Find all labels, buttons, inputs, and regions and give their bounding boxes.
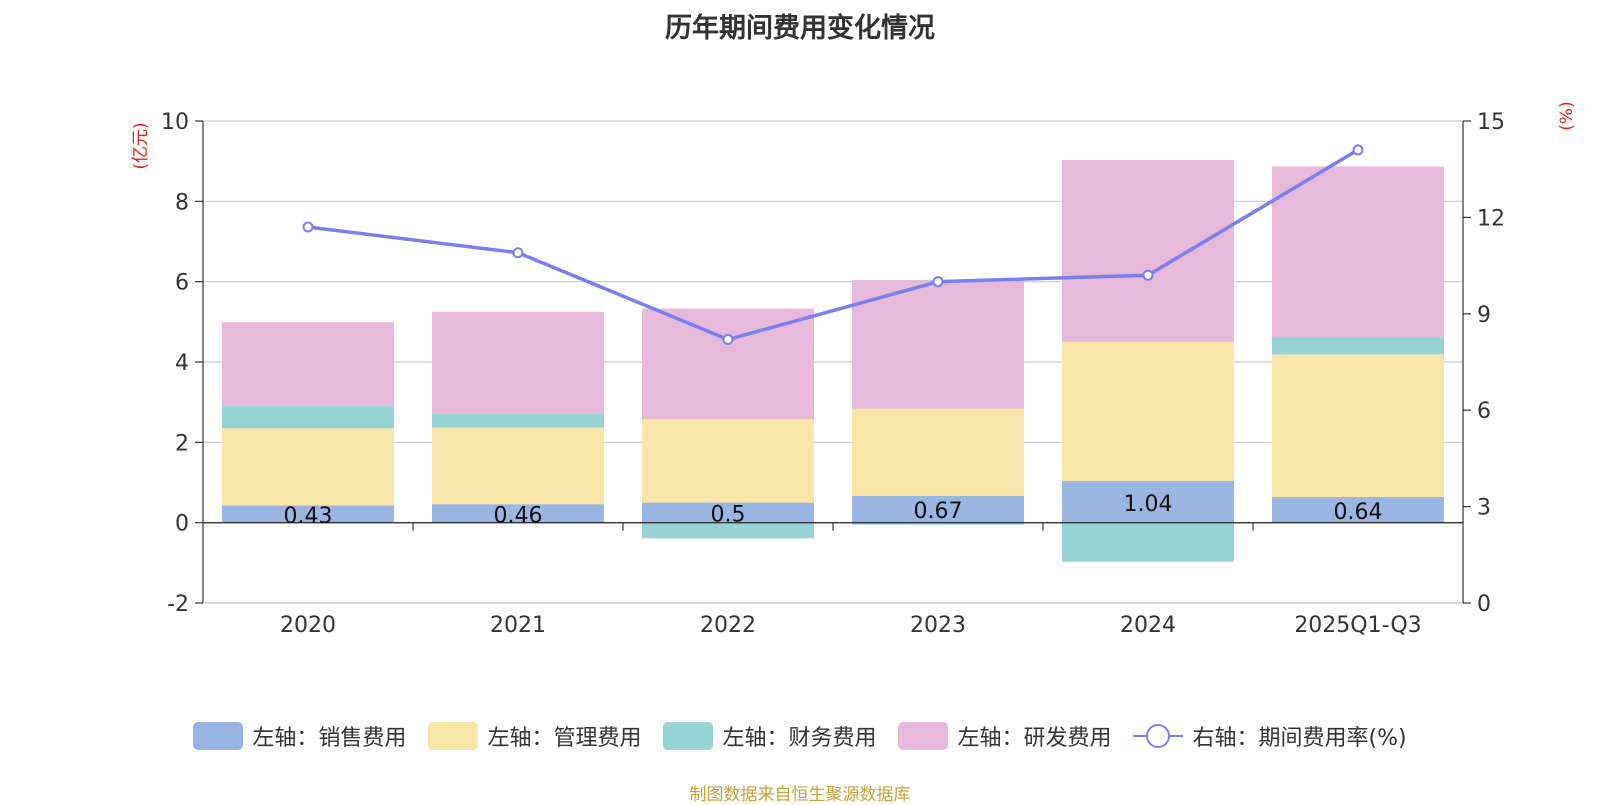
- data-label-sales-4: 1.04: [1124, 492, 1173, 517]
- bar-4-3: [852, 280, 1024, 409]
- bar-3-4: [1062, 522, 1234, 562]
- left-axis-tick-label-3: 4: [175, 351, 189, 376]
- bar-2-1: [432, 427, 604, 505]
- right-axis-tick-label-3: 9: [1477, 303, 1491, 328]
- legend-item-admin[interactable]: 左轴：管理费用: [428, 720, 641, 752]
- line-point-4: [1142, 269, 1154, 281]
- x-axis-label-1: 2021: [490, 613, 546, 638]
- legend-label-finance: 左轴：财务费用: [722, 726, 877, 751]
- bar-3-5: [1272, 337, 1444, 355]
- data-label-sales-1: 0.46: [494, 503, 543, 528]
- bar-2-2: [642, 419, 814, 503]
- line-point-2: [722, 334, 734, 346]
- right-axis-tick-label-5: 15: [1477, 110, 1505, 135]
- legend-swatch-finance: [663, 722, 714, 750]
- right-axis-tick-label-0: 0: [1477, 592, 1491, 617]
- line-point-0: [302, 221, 314, 233]
- legend-swatch-sales: [193, 722, 244, 750]
- bar-4-2: [642, 308, 814, 420]
- bar-4-5: [1272, 166, 1444, 338]
- bar-1-0: [222, 505, 394, 523]
- legend-item-expense-ratio[interactable]: 右轴：期间费用率(%): [1133, 720, 1407, 752]
- x-axis-label-5: 2025Q1-Q3: [1294, 613, 1421, 638]
- data-label-sales-0: 0.43: [284, 504, 333, 529]
- bar-1-4: [1062, 480, 1234, 523]
- data-label-sales-5: 0.64: [1334, 500, 1383, 525]
- bar-2-0: [222, 428, 394, 506]
- line-expense-ratio: [307, 148, 1359, 342]
- bar-1-5: [1272, 496, 1444, 523]
- left-axis-tick-label-1: 0: [175, 512, 189, 537]
- bar-2-3: [852, 408, 1024, 496]
- chart-title: 历年期间费用变化情况: [665, 13, 935, 44]
- x-axis-label-3: 2023: [910, 613, 966, 638]
- bar-4-1: [432, 311, 604, 414]
- data-label-sales-2: 0.5: [711, 503, 746, 528]
- bar-2-4: [1062, 341, 1234, 481]
- legend-item-sales[interactable]: 左轴：销售费用: [193, 720, 406, 752]
- right-axis-tick-label-4: 12: [1477, 206, 1505, 231]
- right-axis-tick-label-1: 3: [1477, 496, 1491, 521]
- legend-label-admin: 左轴：管理费用: [487, 726, 642, 751]
- bar-3-0: [222, 405, 394, 429]
- legend-swatch-expense-ratio: [1133, 722, 1184, 750]
- left-axis-tick-label-5: 8: [175, 190, 189, 215]
- bar-2-5: [1272, 354, 1444, 497]
- left-axis-tick-label-6: 10: [161, 110, 189, 135]
- legend-item-rnd[interactable]: 左轴：研发费用: [898, 720, 1111, 752]
- bar-3-3: [852, 522, 1024, 525]
- left-axis-tick-label-2: 2: [175, 431, 189, 456]
- right-axis-unit-label: (%): [1557, 101, 1577, 130]
- x-axis-label-0: 2020: [280, 613, 336, 638]
- x-axis-label-4: 2024: [1120, 613, 1176, 638]
- x-axis-label-2: 2022: [700, 613, 756, 638]
- bar-4-4: [1062, 159, 1234, 342]
- legend-swatch-rnd: [898, 722, 949, 750]
- legend-item-finance[interactable]: 左轴：财务费用: [663, 720, 876, 752]
- data-source-note: 制图数据来自恒生聚源数据库: [689, 785, 911, 805]
- bar-1-3: [852, 495, 1024, 523]
- bar-3-1: [432, 413, 604, 428]
- data-label-sales-3: 0.67: [914, 499, 963, 524]
- line-point-1: [512, 247, 524, 259]
- bar-1-2: [642, 502, 814, 523]
- bar-4-0: [222, 322, 394, 406]
- line-point-5: [1352, 144, 1364, 156]
- chart-legend: 左轴：销售费用 左轴：管理费用 左轴：财务费用 左轴：研发费用 右轴：期间费用率…: [0, 720, 1600, 752]
- left-axis-tick-label-0: -2: [167, 592, 189, 617]
- legend-label-sales: 左轴：销售费用: [252, 726, 407, 751]
- legend-label-rnd: 左轴：研发费用: [957, 726, 1112, 751]
- legend-label-expense-ratio: 右轴：期间费用率(%): [1192, 726, 1407, 751]
- left-axis-tick-label-4: 6: [175, 271, 189, 296]
- right-axis-tick-label-2: 6: [1477, 399, 1491, 424]
- bar-3-2: [642, 522, 814, 539]
- bar-1-1: [432, 504, 604, 523]
- legend-swatch-admin: [428, 722, 479, 750]
- chart-plot: -2 0 2 4 6 8 10 0 3 6 9 12 15 (亿元) (%) 0.43 0.46 0.5 0.67 1…: [131, 101, 1577, 638]
- line-point-3: [932, 276, 944, 288]
- left-axis-unit-label: (亿元): [131, 122, 151, 169]
